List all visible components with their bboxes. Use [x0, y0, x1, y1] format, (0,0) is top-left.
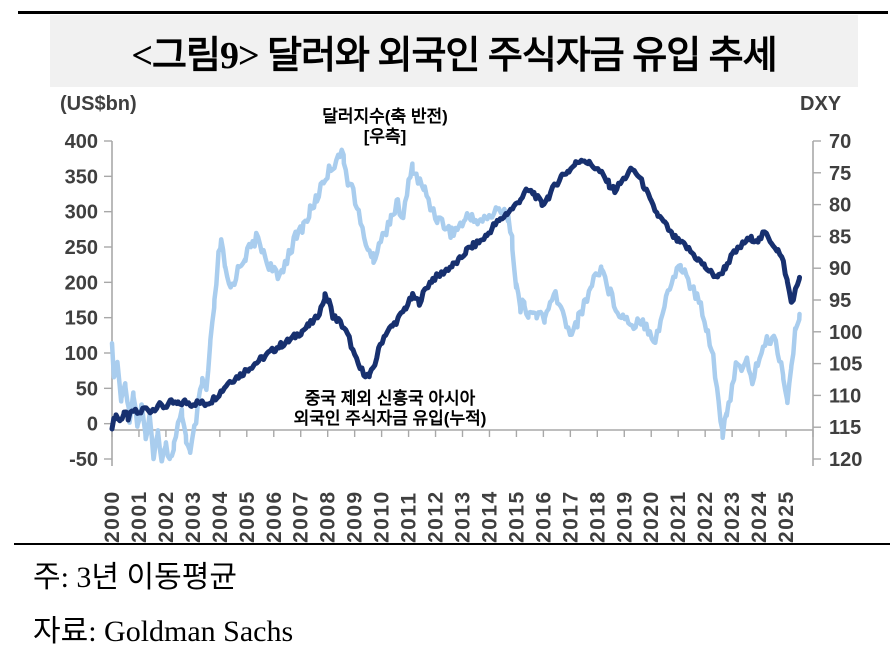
x-axis-year-label: 2020	[640, 490, 663, 543]
footnote: 주: 3년 이동평균	[33, 561, 237, 594]
chart-dynamic-layer: 400 350 300 250 200 150 100 50 0 -50 70 75 80 85 90 95 1…	[65, 131, 863, 543]
flows-series-label-line1: 중국 제외 신흥국 아시아	[305, 388, 476, 408]
x-axis-year-label: 2002	[155, 490, 178, 543]
right-axis-tick-label: 100	[829, 322, 862, 344]
x-axis-year-label: 2012	[425, 490, 448, 543]
x-axis-year-label: 2025	[775, 490, 798, 543]
source-note: 자료: Goldman Sachs	[33, 615, 294, 648]
x-axis-year-label: 2022	[694, 490, 717, 543]
x-axis-year-label: 2019	[613, 490, 636, 543]
left-axis-tick-label: 400	[65, 131, 98, 153]
right-axis-tick-label: 115	[829, 417, 861, 439]
right-axis-title: DXY	[800, 93, 842, 115]
left-axis-tick-label: 50	[76, 378, 98, 400]
x-axis-year-label: 2006	[263, 490, 286, 543]
x-axis-year-label: 2016	[532, 490, 555, 543]
left-axis-tick-label: 350	[65, 166, 98, 188]
x-axis-year-label: 2003	[182, 490, 205, 543]
x-axis-year-label: 2001	[128, 490, 151, 543]
chart-title: <그림9> 달러와 외국인 주식자금 유입 추세	[131, 34, 777, 77]
left-axis-tick-label: 0	[87, 414, 98, 436]
title-top-rule	[18, 11, 888, 14]
footer-separator-rule	[14, 543, 890, 545]
right-axis-tick-label: 120	[829, 449, 862, 471]
x-axis-year-label: 2021	[667, 490, 690, 543]
dollar-index-legend-line1: 달러지수(축 반전)	[322, 106, 448, 126]
left-axis-tick-label: 250	[65, 237, 98, 259]
x-axis-year-label: 2010	[371, 490, 394, 543]
left-axis-tick-label: 200	[65, 272, 98, 294]
dollar-index-series-line	[109, 147, 802, 464]
left-axis-tick-label: -50	[69, 449, 98, 471]
right-axis-tick-label: 95	[829, 290, 851, 312]
x-axis-year-label: 2013	[452, 490, 475, 543]
x-axis-year-label: 2024	[748, 490, 771, 543]
left-axis-title: (US$bn)	[60, 93, 137, 115]
left-axis-tick-label: 150	[65, 308, 98, 330]
right-axis-tick-label: 110	[829, 385, 861, 407]
right-axis-tick-label: 105	[829, 354, 862, 376]
x-axis-year-label: 2014	[478, 490, 501, 543]
x-axis-year-label: 2011	[398, 491, 421, 543]
right-axis-tick-label: 80	[829, 195, 851, 217]
dollar-index-legend-line2: [우측]	[364, 127, 407, 146]
right-axis-tick-label: 70	[829, 131, 851, 153]
x-axis-year-label: 2009	[344, 490, 367, 543]
x-axis-year-label: 2005	[236, 490, 259, 543]
x-axis-year-label: 2008	[317, 490, 340, 543]
x-axis-year-label: 2023	[721, 490, 744, 543]
title-band: <그림9> 달러와 외국인 주식자금 유입 추세	[50, 15, 858, 87]
x-axis-year-label: 2004	[209, 490, 232, 543]
flows-series-line	[109, 157, 803, 432]
x-axis-year-label: 2015	[505, 490, 528, 543]
x-axis-year-label: 2007	[290, 490, 313, 543]
x-axis-year-label: 2018	[586, 490, 609, 543]
flows-series-label-line2: 외국인 주식자금 유입(누적)	[294, 409, 487, 428]
right-axis-tick-label: 75	[829, 163, 851, 185]
chart-text-layer: 달러지수(축 반전) [우측] 중국 제외 신흥국 아시아 외국인 주식자금 유…	[294, 106, 487, 428]
x-axis-year-label: 2017	[559, 490, 582, 543]
left-axis-tick-label: 100	[65, 343, 98, 365]
right-axis-tick-label: 85	[829, 226, 851, 248]
left-axis-tick-label: 300	[65, 202, 98, 224]
right-axis-tick-label: 90	[829, 258, 851, 280]
x-axis-year-label: 2000	[101, 490, 124, 543]
